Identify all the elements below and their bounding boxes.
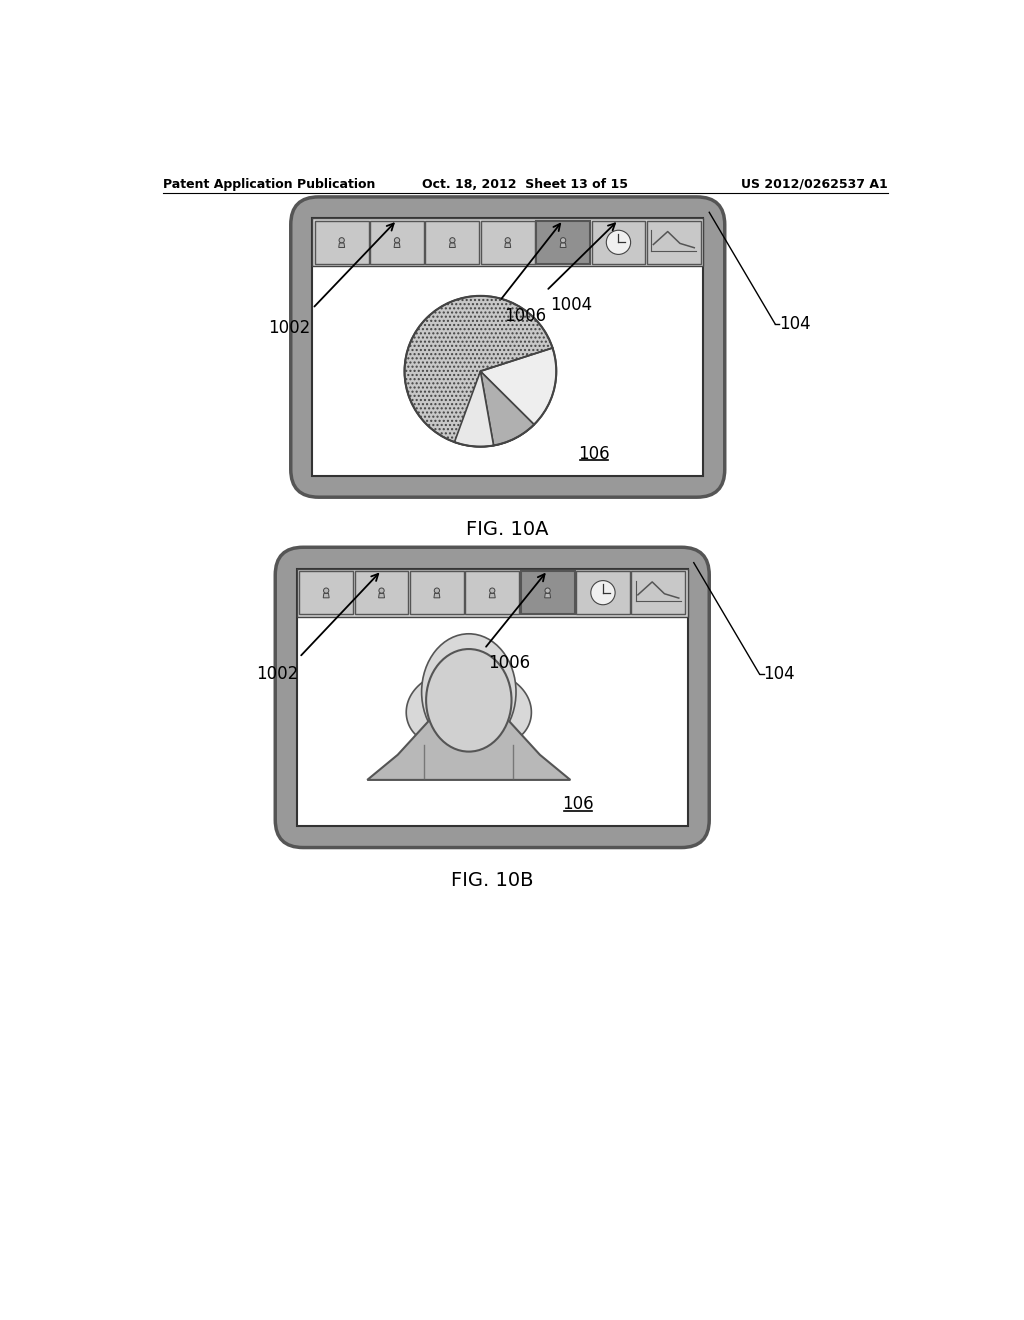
Text: FIG. 10B: FIG. 10B <box>451 871 534 890</box>
Polygon shape <box>480 371 535 446</box>
Bar <box>410 572 464 614</box>
Text: FIG. 10A: FIG. 10A <box>467 520 549 540</box>
Bar <box>297 569 687 616</box>
Bar <box>537 220 590 264</box>
Ellipse shape <box>426 649 512 751</box>
Polygon shape <box>450 243 456 247</box>
Polygon shape <box>324 594 329 598</box>
Polygon shape <box>505 243 511 247</box>
Circle shape <box>489 587 495 593</box>
Circle shape <box>379 587 384 593</box>
Circle shape <box>606 230 631 255</box>
Circle shape <box>505 238 510 243</box>
Polygon shape <box>394 243 400 247</box>
Text: 106: 106 <box>578 445 609 463</box>
Ellipse shape <box>422 634 516 750</box>
Polygon shape <box>489 594 496 598</box>
Text: Oct. 18, 2012  Sheet 13 of 15: Oct. 18, 2012 Sheet 13 of 15 <box>422 178 628 190</box>
Text: US 2012/0262537 A1: US 2012/0262537 A1 <box>740 178 888 190</box>
Polygon shape <box>407 673 446 742</box>
Text: 1006: 1006 <box>504 308 546 325</box>
Text: 1004: 1004 <box>550 296 592 314</box>
Bar <box>426 220 479 264</box>
Circle shape <box>591 581 615 605</box>
Bar <box>354 572 409 614</box>
Circle shape <box>450 238 455 243</box>
Text: 104: 104 <box>779 315 811 333</box>
FancyBboxPatch shape <box>275 548 710 847</box>
Bar <box>647 220 700 264</box>
Bar <box>577 572 630 614</box>
Bar <box>592 220 645 264</box>
FancyBboxPatch shape <box>291 197 725 498</box>
Circle shape <box>560 238 565 243</box>
Bar <box>312 218 703 267</box>
Bar <box>314 220 369 264</box>
Bar <box>481 220 535 264</box>
Circle shape <box>434 587 439 593</box>
Bar <box>312 218 703 475</box>
Bar <box>299 572 353 614</box>
Polygon shape <box>490 673 531 742</box>
Text: 1002: 1002 <box>256 665 299 684</box>
Polygon shape <box>379 594 384 598</box>
Circle shape <box>394 238 399 243</box>
Text: Patent Application Publication: Patent Application Publication <box>163 178 375 190</box>
Text: 1002: 1002 <box>268 319 310 337</box>
Bar <box>632 572 685 614</box>
Polygon shape <box>480 348 556 425</box>
Circle shape <box>545 587 550 593</box>
Bar <box>465 572 519 614</box>
Text: 106: 106 <box>562 796 594 813</box>
Polygon shape <box>434 594 440 598</box>
Polygon shape <box>560 243 566 247</box>
Polygon shape <box>339 243 345 247</box>
Polygon shape <box>455 371 494 446</box>
Bar <box>520 572 574 614</box>
Circle shape <box>324 587 329 593</box>
Polygon shape <box>545 594 551 598</box>
Bar <box>370 220 424 264</box>
Polygon shape <box>404 296 553 446</box>
Text: 104: 104 <box>764 665 795 684</box>
Text: 1006: 1006 <box>488 653 530 672</box>
Polygon shape <box>368 717 570 780</box>
Circle shape <box>339 238 344 243</box>
Bar <box>297 569 687 826</box>
